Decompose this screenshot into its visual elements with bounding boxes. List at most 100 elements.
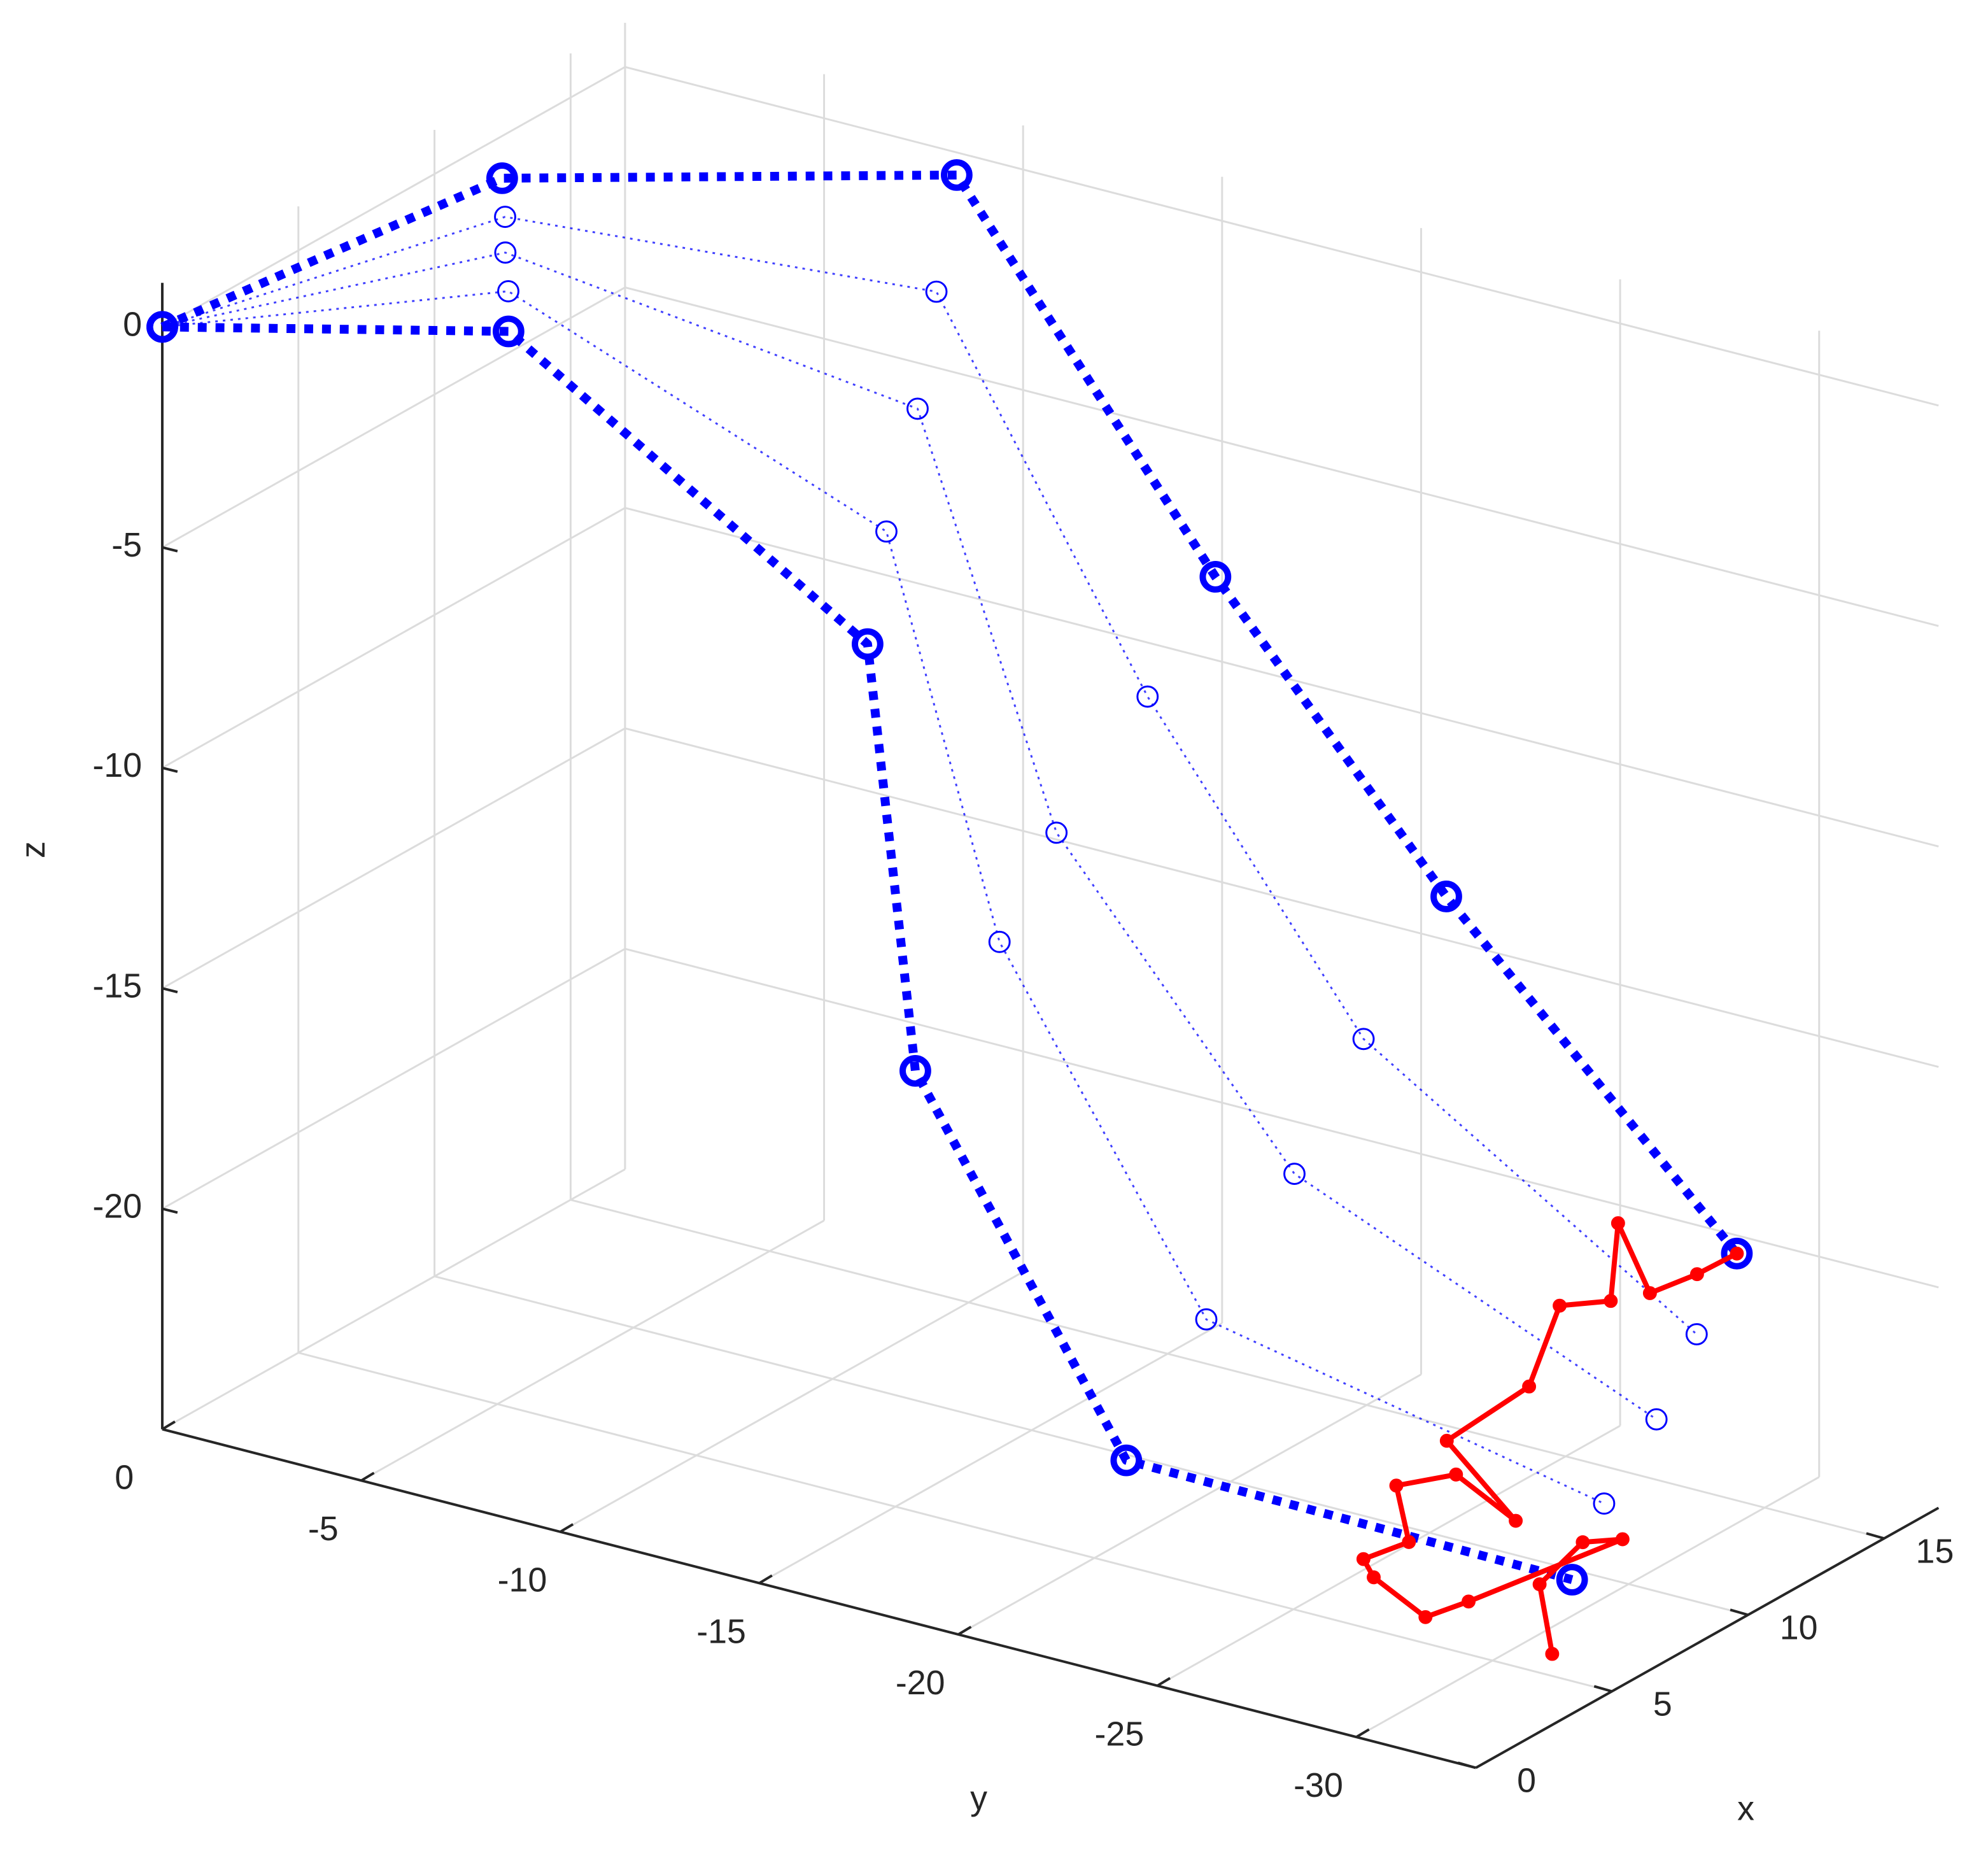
data-point: [1352, 1028, 1375, 1051]
y-axis-label: y: [970, 1779, 987, 1817]
data-point: [1439, 1433, 1454, 1448]
x-axis-line: [1475, 1506, 1940, 1769]
y-tick-label: -10: [498, 1561, 547, 1599]
y-tick: [560, 1523, 574, 1533]
series-line: [1360, 1221, 1738, 1655]
data-point: [1283, 1163, 1306, 1185]
data-point: [1195, 1308, 1218, 1331]
x-tick: [1593, 1685, 1612, 1693]
y-tick: [758, 1574, 773, 1585]
z-tick: [162, 1207, 178, 1214]
grid-line: [624, 286, 1939, 627]
grid-line: [624, 727, 1939, 1068]
x-axis-label: x: [1737, 1789, 1754, 1827]
x-tick: [1457, 1761, 1476, 1769]
grid: [161, 22, 1939, 1769]
x-tick-label: 5: [1653, 1685, 1672, 1724]
y-tick-label: -5: [308, 1510, 339, 1548]
data-point: [1545, 1647, 1560, 1661]
data-point: [1045, 821, 1068, 844]
grid-line: [162, 66, 626, 328]
y-axis-line: [162, 1427, 1476, 1769]
grid-line: [162, 727, 626, 989]
y-tick-label: -30: [1294, 1766, 1343, 1804]
data-point: [1685, 1323, 1708, 1345]
z-tick-label: -10: [92, 746, 142, 784]
data-point: [1532, 1577, 1547, 1592]
y-tick-label: 0: [115, 1459, 134, 1497]
x-tick-label: 10: [1780, 1608, 1818, 1647]
data-point: [1356, 1552, 1371, 1566]
data-point: [494, 241, 517, 264]
data-point: [1721, 1237, 1753, 1270]
data-point: [1593, 1492, 1616, 1515]
data-point: [1645, 1408, 1668, 1431]
grid-line: [434, 1275, 1749, 1616]
data-point: [875, 520, 898, 543]
x-tick-label: 15: [1916, 1532, 1954, 1570]
grid-line: [759, 1322, 1223, 1584]
series-line: [162, 290, 1605, 1505]
series-line: [162, 322, 1574, 1584]
data-point: [1418, 1610, 1433, 1624]
data-point: [1522, 1379, 1537, 1394]
data-point: [1110, 1444, 1143, 1477]
data-point: [1611, 1216, 1625, 1231]
y-tick-label: -20: [896, 1664, 945, 1702]
data-point: [1509, 1513, 1523, 1528]
data-point: [1730, 1246, 1744, 1261]
grid-line: [560, 1271, 1024, 1533]
series-line: [160, 170, 1740, 1257]
grid-line: [1356, 1476, 1820, 1738]
x-tick: [1866, 1532, 1885, 1540]
grid-line: [624, 66, 1939, 407]
y-tick: [360, 1471, 375, 1482]
grid-line: [957, 1373, 1422, 1636]
grid-line: [624, 507, 1939, 847]
x-tick-label: 0: [1517, 1762, 1536, 1800]
data-point: [1136, 685, 1159, 708]
grid-line: [1157, 1424, 1621, 1687]
data-point: [1462, 1594, 1476, 1609]
data-point: [1604, 1294, 1618, 1308]
data-point: [1615, 1532, 1630, 1547]
grid-line: [624, 947, 1939, 1289]
data-point: [852, 628, 884, 660]
grid-line: [162, 947, 626, 1210]
data-point: [1576, 1535, 1590, 1550]
data-point: [906, 397, 929, 420]
grid-line: [162, 1168, 626, 1431]
y-tick: [161, 1420, 176, 1431]
plot-area: [146, 159, 1753, 1661]
data-point: [497, 280, 519, 302]
data-point: [494, 206, 516, 228]
grid-line: [162, 287, 626, 548]
grid-line: [298, 1352, 1612, 1692]
data-point: [988, 930, 1011, 953]
data-point: [1449, 1467, 1463, 1482]
data-point: [899, 1054, 931, 1087]
grid-line: [570, 1198, 1885, 1540]
y-tick: [957, 1626, 972, 1636]
z-tick-label: -15: [92, 967, 142, 1005]
z-tick-label: -5: [111, 526, 142, 564]
z-tick: [162, 546, 178, 553]
data-point: [941, 159, 973, 191]
data-point: [486, 162, 518, 194]
z-tick-label: -20: [92, 1187, 142, 1226]
z-tick: [162, 987, 178, 994]
y-tick-label: -15: [696, 1612, 746, 1650]
data-point: [1367, 1570, 1381, 1585]
data-point: [1199, 561, 1232, 593]
data-point: [925, 280, 948, 303]
data-point: [1556, 1564, 1588, 1596]
data-point: [1642, 1286, 1657, 1300]
series-line: [162, 251, 1658, 1420]
z-tick-label: 0: [123, 306, 142, 344]
z-axis-label: z: [14, 841, 52, 858]
x-tick: [1730, 1608, 1749, 1617]
y-tick: [1355, 1728, 1370, 1738]
z-tick: [162, 767, 178, 773]
axes: -20 -15 -10 -5 0 -30 -25 -20 -15 -10 -5 0 0 5 10 15: [92, 283, 1954, 1804]
